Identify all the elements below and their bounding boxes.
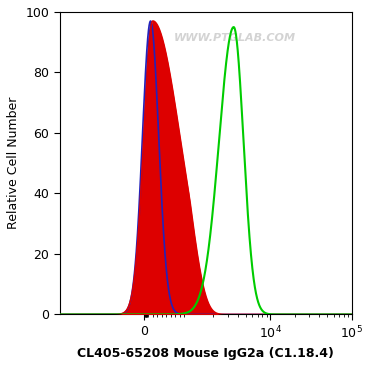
X-axis label: CL405-65208 Mouse IgG2a (C1.18.4): CL405-65208 Mouse IgG2a (C1.18.4): [77, 347, 334, 360]
Text: WWW.PTGLAB.COM: WWW.PTGLAB.COM: [174, 33, 296, 43]
Y-axis label: Relative Cell Number: Relative Cell Number: [7, 97, 20, 229]
